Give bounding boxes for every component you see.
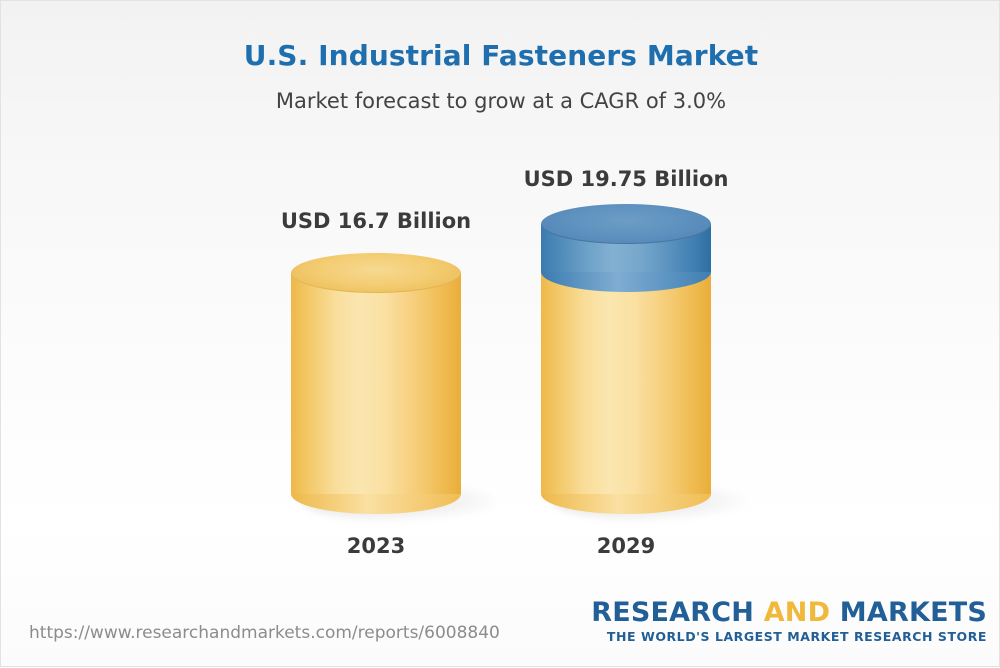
bar-value-label-2023: USD 16.7 Billion (280, 209, 472, 233)
logo-wordmark: RESEARCH AND MARKETS (591, 597, 987, 628)
bar-cap-bottom-ellipse-2029 (541, 272, 711, 292)
bar-segment-base-2029 (541, 271, 711, 494)
logo-tagline: THE WORLD'S LARGEST MARKET RESEARCH STOR… (606, 629, 987, 645)
chart-subtitle: Market forecast to grow at a CAGR of 3.0… (275, 89, 727, 113)
logo-word-and: AND (763, 597, 831, 628)
research-and-markets-logo[interactable]: RESEARCH AND MARKETS THE WORLD'S LARGEST… (591, 597, 987, 645)
bar-category-label-2023: 2023 (346, 534, 406, 558)
chart-title: U.S. Industrial Fasteners Market (243, 39, 759, 72)
bar-category-label-2029: 2029 (596, 534, 656, 558)
bar-body-2023 (291, 273, 461, 494)
logo-word-markets: MARKETS (830, 597, 987, 628)
logo-word-research: RESEARCH (591, 597, 764, 628)
report-url[interactable]: https://www.researchandmarkets.com/repor… (29, 623, 500, 643)
bar-value-label-2029: USD 19.75 Billion (523, 167, 729, 191)
bar-top-ellipse-2023 (291, 253, 461, 293)
bar-top-ellipse-2029 (541, 204, 711, 244)
